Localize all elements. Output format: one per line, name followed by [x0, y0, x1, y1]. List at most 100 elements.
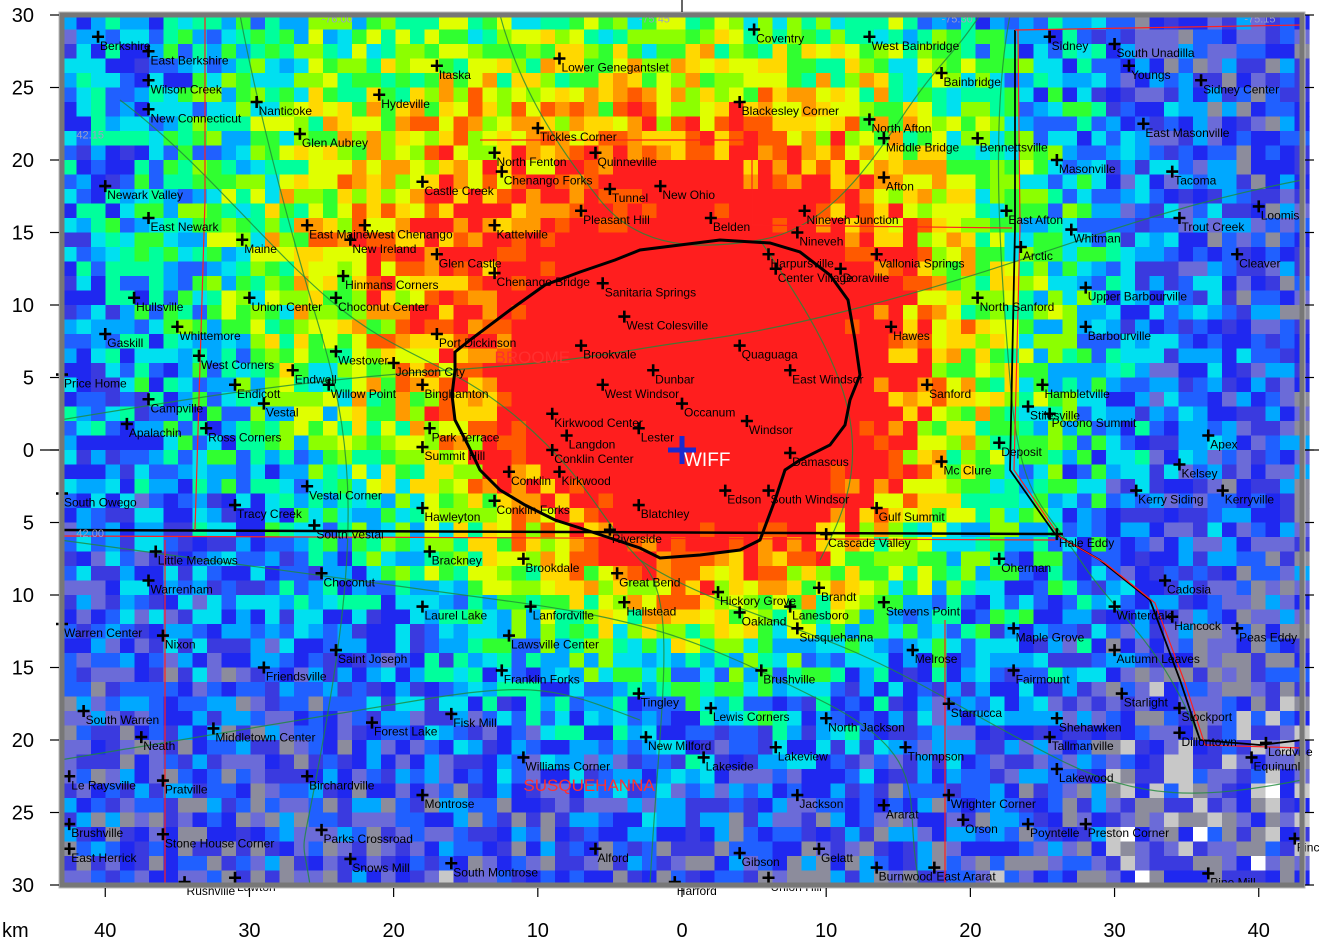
radar-pixel	[758, 116, 774, 132]
radar-pixel	[642, 827, 658, 843]
radar-pixel	[424, 261, 440, 277]
radar-pixel	[149, 102, 165, 118]
radar-pixel	[308, 116, 324, 132]
radar-pixel	[1265, 116, 1281, 132]
radar-pixel	[1193, 783, 1209, 799]
radar-pixel	[236, 58, 252, 74]
radar-pixel	[598, 160, 614, 176]
radar-pixel	[874, 841, 890, 857]
radar-pixel	[613, 290, 629, 306]
radar-pixel	[540, 522, 556, 538]
radar-pixel	[1033, 87, 1049, 103]
radar-pixel	[1077, 841, 1093, 857]
radar-pixel	[1280, 609, 1296, 625]
radar-pixel	[1019, 725, 1035, 741]
radar-pixel	[1091, 682, 1107, 698]
radar-pixel	[1048, 131, 1064, 147]
radar-pixel	[830, 232, 846, 248]
radar-pixel	[192, 725, 208, 741]
radar-pixel	[468, 232, 484, 248]
radar-pixel	[1004, 87, 1020, 103]
radar-pixel	[946, 508, 962, 524]
radar-pixel	[888, 580, 904, 596]
radar-pixel	[134, 682, 150, 698]
radar-pixel	[1106, 551, 1122, 567]
radar-pixel	[1033, 189, 1049, 205]
radar-pixel	[946, 29, 962, 45]
radar-pixel	[584, 218, 600, 234]
radar-pixel	[1077, 754, 1093, 770]
radar-pixel	[279, 348, 295, 364]
radar-pixel	[830, 44, 846, 60]
radar-pixel	[1062, 276, 1078, 292]
radar-pixel	[990, 348, 1006, 364]
radar-pixel	[279, 29, 295, 45]
radar-pixel	[1164, 392, 1180, 408]
radar-pixel	[874, 261, 890, 277]
radar-pixel	[76, 247, 92, 263]
radar-pixel	[888, 566, 904, 582]
radar-pixel	[888, 58, 904, 74]
radar-pixel	[555, 841, 571, 857]
radar-pixel	[1207, 319, 1223, 335]
radar-pixel	[859, 363, 875, 379]
radar-pixel	[497, 450, 513, 466]
radar-pixel	[265, 595, 281, 611]
radar-pixel	[961, 203, 977, 219]
radar-pixel	[279, 116, 295, 132]
radar-pixel	[946, 580, 962, 596]
radar-pixel	[671, 44, 687, 60]
radar-pixel	[714, 73, 730, 89]
radar-pixel	[265, 232, 281, 248]
radar-pixel	[526, 392, 542, 408]
radar-pixel	[598, 667, 614, 683]
radar-pixel	[1207, 58, 1223, 74]
radar-pixel	[526, 131, 542, 147]
radar-pixel	[787, 522, 803, 538]
radar-pixel	[279, 73, 295, 89]
radar-pixel	[294, 696, 310, 712]
radar-pixel	[120, 363, 136, 379]
radar-pixel	[975, 160, 991, 176]
radar-pixel	[801, 508, 817, 524]
radar-pixel	[1222, 44, 1238, 60]
radar-pixel	[76, 725, 92, 741]
radar-pixel	[308, 174, 324, 190]
radar-pixel	[540, 29, 556, 45]
radar-pixel	[236, 276, 252, 292]
radar-pixel	[1207, 682, 1223, 698]
radar-pixel	[120, 116, 136, 132]
radar-pixel	[395, 522, 411, 538]
radar-pixel	[685, 392, 701, 408]
radar-pixel	[917, 218, 933, 234]
radar-pixel	[453, 740, 469, 756]
radar-pixel	[265, 377, 281, 393]
radar-pixel	[1236, 682, 1252, 698]
radar-pixel	[1265, 58, 1281, 74]
radar-pixel	[845, 203, 861, 219]
radar-pixel	[279, 798, 295, 814]
radar-pixel	[540, 334, 556, 350]
radar-pixel	[352, 740, 368, 756]
radar-pixel	[105, 73, 121, 89]
radar-pixel	[91, 305, 107, 321]
radar-pixel	[569, 725, 585, 741]
radar-pixel	[192, 116, 208, 132]
radar-pixel	[1164, 363, 1180, 379]
radar-pixel	[207, 508, 223, 524]
radar-pixel	[323, 508, 339, 524]
radar-pixel	[1091, 29, 1107, 45]
radar-pixel	[613, 493, 629, 509]
radar-pixel	[294, 377, 310, 393]
radar-pixel	[569, 58, 585, 74]
radar-pixel	[439, 740, 455, 756]
radar-pixel	[1265, 319, 1281, 335]
radar-pixel	[192, 740, 208, 756]
radar-pixel	[1207, 247, 1223, 263]
radar-pixel	[1251, 711, 1267, 727]
radar-pixel	[482, 392, 498, 408]
radar-pixel	[1207, 493, 1223, 509]
radar-pixel	[1164, 841, 1180, 857]
radar-pixel	[76, 508, 92, 524]
radar-pixel	[917, 421, 933, 437]
